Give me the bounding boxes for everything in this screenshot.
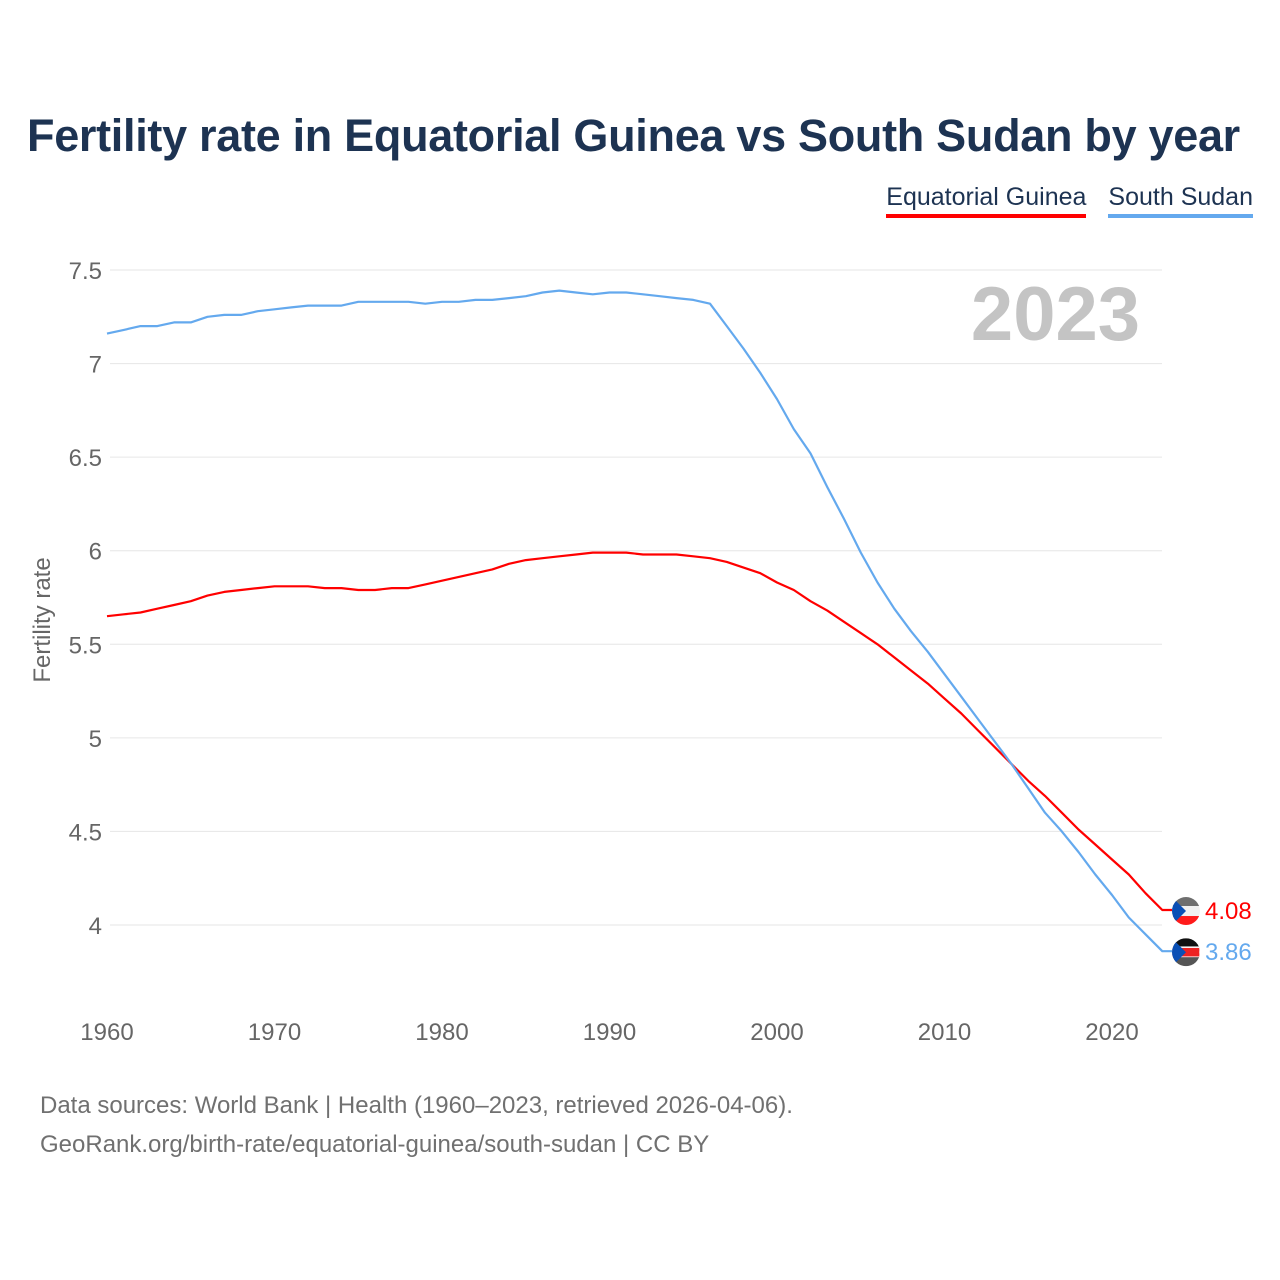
y-tick-label: 5 — [89, 726, 102, 753]
flag-stripe — [1172, 957, 1200, 967]
footer-url[interactable]: GeoRank.org/birth-rate/equatorial-guinea… — [40, 1131, 710, 1158]
year-watermark: 2023 — [971, 272, 1140, 357]
flag-stripe — [1172, 916, 1200, 926]
flag-body — [1172, 938, 1200, 967]
y-tick-label: 6 — [89, 539, 102, 566]
flag-triangle — [1172, 897, 1186, 926]
footer-sources: Data sources: World Bank | Health (1960–… — [40, 1092, 793, 1119]
series-line-equatorial-guinea — [106, 551, 1172, 912]
y-tick-label: 4 — [89, 913, 102, 940]
y-tick-label: 4.5 — [69, 819, 102, 846]
flag-icon — [1172, 938, 1200, 967]
y-tick-label: 7.5 — [69, 258, 102, 285]
flag-stripe — [1172, 897, 1200, 907]
x-tick-label: 1980 — [415, 1019, 468, 1046]
y-tick-label: 7 — [89, 352, 102, 379]
flag-body — [1172, 897, 1200, 926]
y-axis-label: Fertility rate — [29, 557, 56, 682]
y-tick-label: 6.5 — [69, 445, 102, 472]
legend-item-south-sudan[interactable]: South Sudan — [1108, 183, 1253, 218]
chart-title: Fertility rate in Equatorial Guinea vs S… — [27, 110, 1240, 161]
x-tick-label: 2000 — [750, 1019, 803, 1046]
flag-triangle — [1172, 938, 1186, 967]
legend: Equatorial Guinea South Sudan — [886, 183, 1253, 218]
footer: Data sources: World Bank | Health (1960–… — [40, 1086, 793, 1164]
x-tick-label: 1960 — [80, 1019, 133, 1046]
flag-icon — [1172, 897, 1200, 926]
x-tick-label: 1990 — [583, 1019, 636, 1046]
legend-item-equatorial-guinea[interactable]: Equatorial Guinea — [886, 183, 1087, 218]
x-tick-label: 2010 — [918, 1019, 971, 1046]
x-tick-label: 1970 — [248, 1019, 301, 1046]
end-value-label: 3.86 — [1205, 939, 1252, 966]
x-tick-label: 2020 — [1085, 1019, 1138, 1046]
series-line-south-sudan — [106, 289, 1172, 953]
flag-stripe — [1172, 938, 1200, 948]
y-tick-label: 5.5 — [69, 632, 102, 659]
end-value-label: 4.08 — [1205, 898, 1252, 925]
